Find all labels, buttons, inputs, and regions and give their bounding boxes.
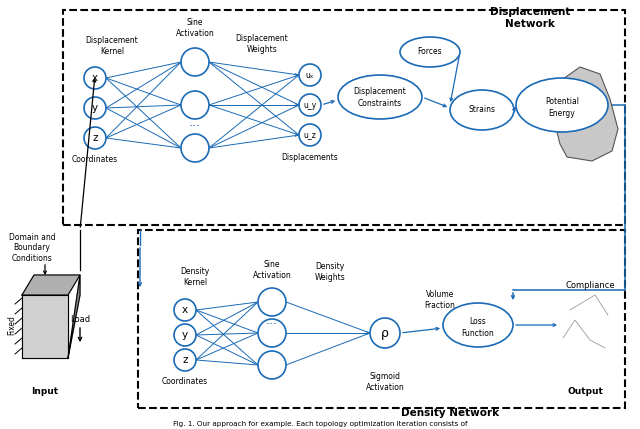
Ellipse shape [400,37,460,67]
Text: Sine
Activation: Sine Activation [175,18,214,38]
Circle shape [299,124,321,146]
Polygon shape [553,67,618,161]
Text: ...: ... [266,314,278,326]
Circle shape [174,349,196,371]
Text: Fig. 1. Our approach for example. Each topology optimization iteration consists : Fig. 1. Our approach for example. Each t… [173,421,467,427]
Text: u_z: u_z [303,130,316,139]
Text: Input: Input [31,387,59,396]
Circle shape [181,48,209,76]
Circle shape [370,318,400,348]
Text: u_y: u_y [303,100,317,109]
Circle shape [84,127,106,149]
Circle shape [299,94,321,116]
Text: Density
Weights: Density Weights [315,262,346,282]
Text: Loss: Loss [470,317,486,326]
Text: x: x [92,73,98,83]
Text: uₓ: uₓ [306,70,314,79]
Ellipse shape [516,78,608,132]
Text: Compliance: Compliance [565,281,615,290]
Text: Load: Load [70,315,90,324]
Text: y: y [92,103,98,113]
Circle shape [174,324,196,346]
Text: Fixed: Fixed [8,315,17,335]
Polygon shape [22,275,80,295]
Text: Constraints: Constraints [358,99,402,108]
Text: y: y [182,330,188,340]
Text: Sine
Activation: Sine Activation [253,260,291,280]
Circle shape [258,351,286,379]
Ellipse shape [443,303,513,347]
Text: Displacement
Network: Displacement Network [490,7,570,29]
Circle shape [258,319,286,347]
Text: Volume
Fraction: Volume Fraction [424,290,456,310]
Polygon shape [22,295,68,358]
Ellipse shape [338,75,422,119]
Circle shape [181,134,209,162]
Text: Strains: Strains [468,106,495,115]
Text: Displacements: Displacements [282,154,339,163]
Text: Density Network: Density Network [401,408,499,418]
Text: Displacement
Weights: Displacement Weights [236,34,289,54]
Text: Potential: Potential [545,97,579,106]
Text: Output: Output [567,387,603,396]
Ellipse shape [450,90,514,130]
Text: Energy: Energy [548,109,575,118]
Text: z: z [182,355,188,365]
Text: z: z [92,133,98,143]
Text: ...: ... [189,115,201,129]
Circle shape [84,97,106,119]
Polygon shape [68,275,80,358]
Text: x: x [182,305,188,315]
Circle shape [174,299,196,321]
Text: Displacement: Displacement [354,87,406,96]
Text: Coordinates: Coordinates [72,155,118,164]
Text: Function: Function [461,329,494,338]
Circle shape [181,91,209,119]
Text: Density
Kernel: Density Kernel [180,267,210,287]
Circle shape [84,67,106,89]
Text: Sigmoid
Activation: Sigmoid Activation [365,372,404,392]
Circle shape [258,288,286,316]
Text: Coordinates: Coordinates [162,378,208,387]
Circle shape [299,64,321,86]
Text: ρ: ρ [381,326,389,339]
Text: Displacement
Kernel: Displacement Kernel [86,36,138,56]
Text: Domain and
Boundary
Conditions: Domain and Boundary Conditions [9,233,55,263]
Text: Forces: Forces [418,48,442,57]
